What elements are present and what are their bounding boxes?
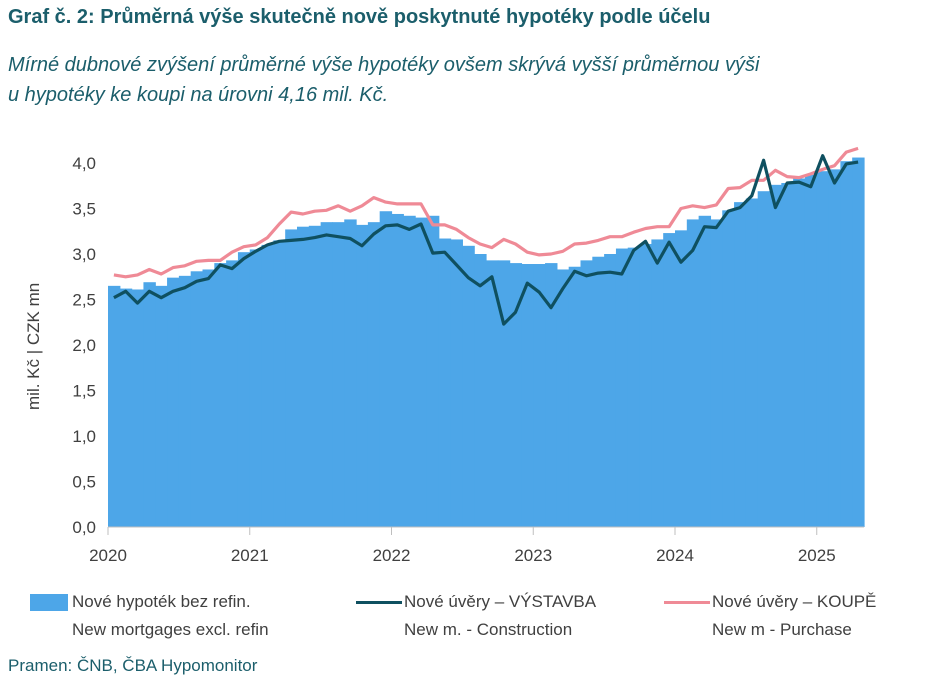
source-note: Pramen: ČNB, ČBA Hypomonitor <box>8 656 258 675</box>
purchase-line <box>113 146 859 279</box>
area-bar <box>734 202 747 527</box>
area-bar <box>108 285 121 527</box>
x-tick-label: 2020 <box>89 546 127 565</box>
chart-plot: 0,0 0,5 1,0 1,5 2,0 2,5 3,0 3,5 4,0 2020 2021 2022 2… <box>72 146 865 565</box>
area-bar <box>698 215 712 527</box>
legend-label-construction-en: New m. - Construction <box>404 620 573 639</box>
area-bar <box>308 225 322 527</box>
area-bar <box>379 211 393 527</box>
area-bar <box>675 230 688 527</box>
area-bar <box>686 219 700 528</box>
area-bar <box>828 169 841 527</box>
area-bar <box>497 260 511 527</box>
area-bar <box>214 263 227 527</box>
area-bar <box>840 161 853 527</box>
x-tick-label: 2022 <box>373 546 411 565</box>
area-bar <box>615 248 629 528</box>
legend-label-purchase: Nové úvěry – KOUPĚ <box>712 592 877 611</box>
legend-label-purchase-en: New m - Purchase <box>712 620 852 639</box>
y-tick-label: 0,5 <box>72 473 96 492</box>
area-bar <box>155 285 168 527</box>
area-bar <box>237 252 251 527</box>
legend-label-construction: Nové úvěry – VÝSTAVBA <box>404 592 597 611</box>
area-bar <box>639 243 652 528</box>
y-tick-label: 3,5 <box>72 200 96 219</box>
area-bar <box>627 247 641 527</box>
y-tick-label: 3,0 <box>72 245 96 264</box>
x-tick-label: 2023 <box>514 546 552 565</box>
area-bar <box>568 266 582 527</box>
area-bar <box>651 239 664 527</box>
area-bar <box>202 269 215 527</box>
area-bar <box>426 215 440 527</box>
area-bar <box>391 213 404 527</box>
area-bar <box>663 233 676 527</box>
area-bar <box>592 256 605 527</box>
area-bar <box>486 260 499 527</box>
area-bar <box>178 275 192 527</box>
legend-swatch-construction <box>356 600 402 604</box>
area-bar <box>545 263 558 527</box>
area-bar <box>793 178 806 527</box>
area-bar <box>509 263 523 527</box>
area-bar <box>167 277 180 527</box>
legend-label-area-en: New mortgages excl. refin <box>72 620 269 639</box>
legend-item-area: Nové hypoték bez refin. New mortgages ex… <box>30 588 269 644</box>
x-tick-label: 2021 <box>231 546 269 565</box>
area-bar <box>415 217 428 527</box>
legend-item-construction: Nové úvěry – VÝSTAVBA New m. - Construct… <box>356 588 596 644</box>
area-bar <box>261 244 274 527</box>
legend-label-area: Nové hypoték bez refin. <box>72 592 251 611</box>
subtitle-line-1: Mírné dubnové zvýšení průměrné výše hypo… <box>8 54 760 76</box>
area-bar <box>769 184 782 527</box>
x-tick-label: 2024 <box>656 546 694 565</box>
area-bar <box>556 269 570 527</box>
x-tick-label: 2025 <box>798 546 836 565</box>
area-bar <box>852 157 865 527</box>
y-tick-label: 2,0 <box>72 336 96 355</box>
area-bar <box>273 240 286 527</box>
area-bar <box>816 171 830 527</box>
chart-subtitle: Mírné dubnové zvýšení průměrné výše hypo… <box>8 50 948 110</box>
area-bar <box>332 222 345 527</box>
area-bar <box>462 245 475 527</box>
y-tick-label: 1,0 <box>72 427 96 446</box>
legend-swatch-purchase <box>664 600 710 604</box>
area-bar <box>344 219 357 528</box>
legend-item-purchase: Nové úvěry – KOUPĚ New m - Purchase <box>664 588 876 644</box>
area-bar <box>781 183 794 527</box>
chart-title: Graf č. 2: Průměrná výše skutečně nově p… <box>8 6 711 28</box>
area-bar <box>190 271 204 527</box>
area-bar <box>297 226 310 527</box>
legend-swatch-area <box>30 593 68 611</box>
area-bar <box>710 219 723 528</box>
area-bar <box>474 254 487 527</box>
area-bar <box>285 229 298 527</box>
area-bar <box>356 224 369 527</box>
construction-line <box>113 154 859 326</box>
area-bar <box>580 260 593 527</box>
area-bar <box>226 260 239 527</box>
area-bar <box>438 238 452 527</box>
area-bar <box>249 249 263 527</box>
subtitle-line-2: u hypotéky ke koupi na úrovni 4,16 mil. … <box>8 84 389 106</box>
y-tick-label: 1,5 <box>72 382 96 401</box>
area-bar <box>131 289 145 527</box>
area-bar <box>367 222 381 527</box>
area-bar <box>521 264 534 527</box>
area-bar <box>757 191 771 527</box>
area-bar <box>604 254 617 527</box>
y-tick-label: 4,0 <box>72 154 96 173</box>
area-bar <box>450 239 463 527</box>
y-tick-label: 2,5 <box>72 291 96 310</box>
area-bar <box>745 198 759 527</box>
area-bar <box>320 222 334 527</box>
area-bar <box>722 210 735 527</box>
area-bar <box>804 174 818 527</box>
area-bar <box>143 282 156 527</box>
area-bar <box>403 215 416 527</box>
y-tick-label: 0,0 <box>72 518 96 537</box>
area-bar <box>533 264 546 527</box>
area-bar <box>119 288 133 527</box>
